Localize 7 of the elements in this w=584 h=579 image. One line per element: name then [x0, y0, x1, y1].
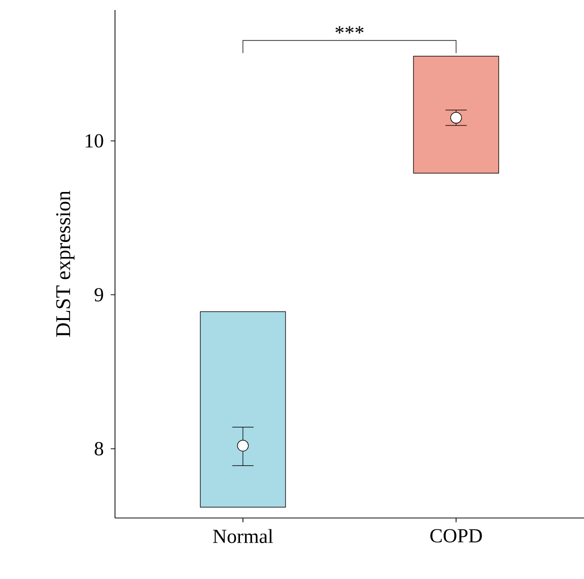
x-tick-label: Normal [213, 529, 273, 544]
y-tick-label: 10 [86, 134, 104, 148]
y-axis-title: DLST expression [56, 190, 74, 337]
y-tick-label: 9 [94, 288, 104, 302]
x-tick-label: COPD [430, 529, 482, 542]
annotation: *** [336, 26, 364, 34]
y-tick-label: 8 [94, 442, 104, 456]
